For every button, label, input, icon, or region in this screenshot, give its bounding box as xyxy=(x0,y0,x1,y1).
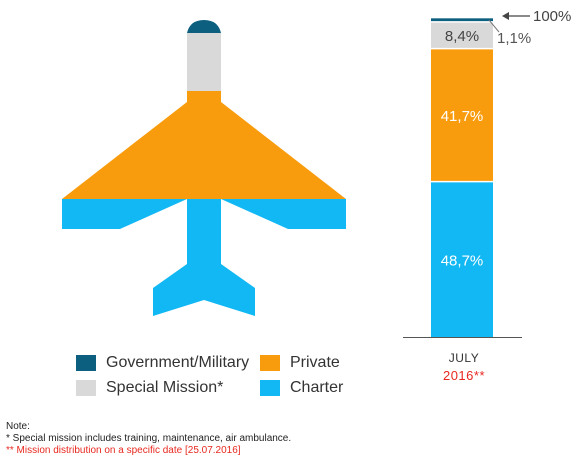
x-category-year: 2016** xyxy=(442,368,486,383)
notes: Note: * Special mission includes trainin… xyxy=(6,421,291,457)
legend-swatch xyxy=(76,380,96,396)
callout-line xyxy=(488,19,500,33)
legend-swatch xyxy=(260,380,280,396)
legend-label: Special Mission* xyxy=(106,379,224,396)
data-label-1: 48,7% xyxy=(441,252,484,269)
airplane-icon xyxy=(62,20,346,316)
notes-line-2: ** Mission distribution on a specific da… xyxy=(6,445,241,456)
legend-swatch xyxy=(260,355,280,371)
notes-title: Note: xyxy=(6,421,30,432)
legend-item-private: Private xyxy=(260,354,340,372)
legend-item-charter: Charter xyxy=(260,379,343,397)
plane-nose xyxy=(187,20,221,33)
legend-item-government: Government/Military xyxy=(76,354,249,372)
bar-segment-3 xyxy=(431,21,493,49)
plane-tail xyxy=(153,199,255,316)
notes-line-1: * Special mission includes training, mai… xyxy=(6,433,292,444)
x-category-label: JULY xyxy=(448,351,480,365)
plane-wings xyxy=(62,91,346,199)
total-label: 100% xyxy=(533,8,571,25)
data-label-3: 8,4% xyxy=(445,28,479,45)
plane-wingtip-left xyxy=(62,199,187,229)
legend-item-special-mission: Special Mission* xyxy=(76,379,223,397)
bar-segment-2 xyxy=(431,48,493,182)
stacked-bar-chart: 48,7% 41,7% 8,4% 1,1%100% xyxy=(403,8,571,338)
bar-segment-4 xyxy=(431,18,493,22)
legend-label: Government/Military xyxy=(106,354,250,371)
bar-segment-1 xyxy=(431,181,493,337)
legend-label: Charter xyxy=(290,379,344,396)
legend-swatch xyxy=(76,355,96,371)
plane-fuselage-upper xyxy=(187,33,221,91)
legend-label: Private xyxy=(290,354,340,371)
data-label-small: 1,1% xyxy=(497,30,531,47)
total-arrow-head xyxy=(502,12,509,20)
plane-wingtip-right xyxy=(221,199,346,229)
data-label-2: 41,7% xyxy=(441,108,484,125)
